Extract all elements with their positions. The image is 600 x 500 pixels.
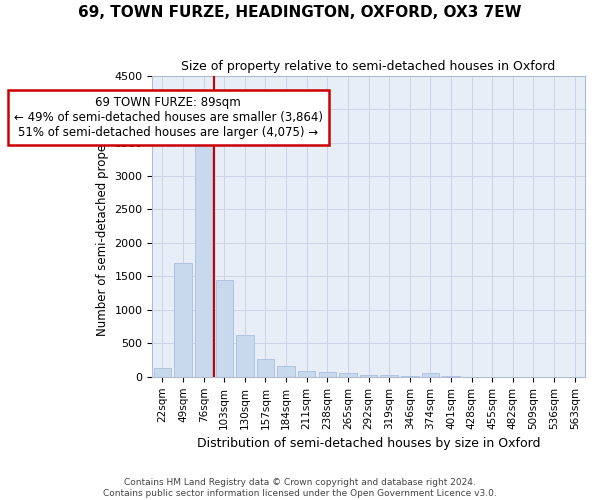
Bar [380,376,398,377]
Bar [339,374,357,377]
Bar [277,366,295,377]
Text: Contains HM Land Registry data © Crown copyright and database right 2024.
Contai: Contains HM Land Registry data © Crown c… [103,478,497,498]
Y-axis label: Number of semi-detached properties: Number of semi-detached properties [96,117,109,336]
Bar [298,371,316,377]
Text: 69, TOWN FURZE, HEADINGTON, OXFORD, OX3 7EW: 69, TOWN FURZE, HEADINGTON, OXFORD, OX3 … [78,5,522,20]
Bar [215,280,233,377]
Bar [195,142,212,377]
Bar [154,368,171,377]
Title: Size of property relative to semi-detached houses in Oxford: Size of property relative to semi-detach… [181,60,556,73]
Bar [174,263,192,377]
Bar [401,376,419,377]
Bar [236,336,254,377]
Bar [319,372,336,377]
Bar [422,374,439,377]
X-axis label: Distribution of semi-detached houses by size in Oxford: Distribution of semi-detached houses by … [197,437,541,450]
Text: 69 TOWN FURZE: 89sqm
← 49% of semi-detached houses are smaller (3,864)
51% of se: 69 TOWN FURZE: 89sqm ← 49% of semi-detac… [14,96,323,138]
Bar [360,375,377,377]
Bar [257,358,274,377]
